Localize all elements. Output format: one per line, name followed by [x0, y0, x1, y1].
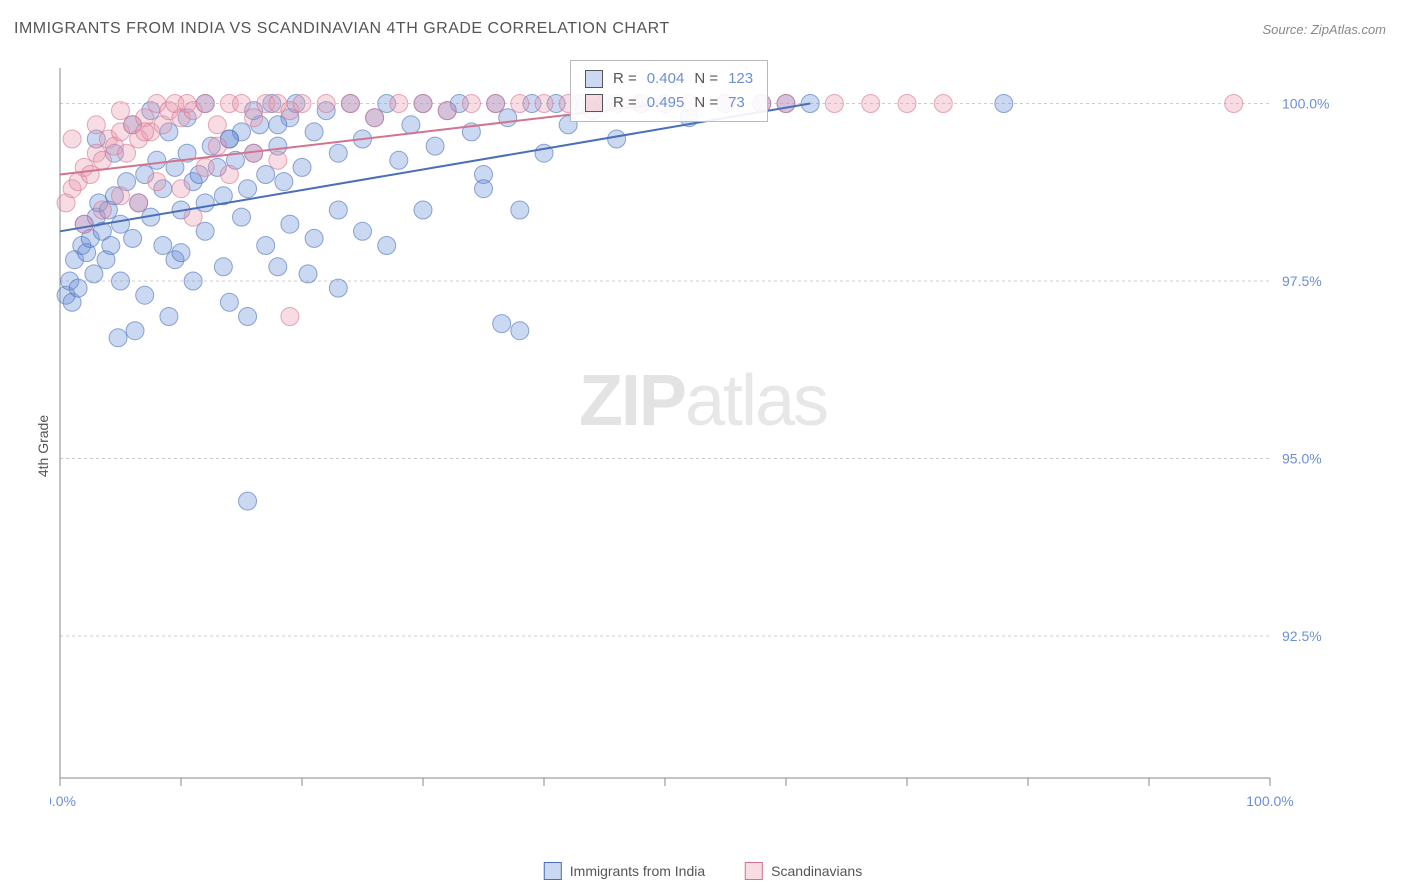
stat-r-value-scandinavian: 0.495 — [647, 91, 685, 115]
legend-label-scandinavian: Scandinavians — [771, 863, 862, 879]
legend-bottom: Immigrants from India Scandinavians — [544, 862, 862, 880]
stat-r-label: R = — [613, 67, 637, 91]
stat-n-label: N = — [694, 67, 718, 91]
source-attribution: Source: ZipAtlas.com — [1262, 22, 1386, 37]
legend-swatch-india — [544, 862, 562, 880]
svg-text:100.0%: 100.0% — [1282, 96, 1329, 112]
svg-text:97.5%: 97.5% — [1282, 273, 1322, 289]
swatch-scandinavian — [585, 94, 603, 112]
legend-swatch-scandinavian — [745, 862, 763, 880]
stats-row-india: R = 0.404 N = 123 — [585, 67, 753, 91]
stat-n-value-scandinavian: 73 — [728, 91, 745, 115]
svg-text:95.0%: 95.0% — [1282, 451, 1322, 467]
plot-area: 92.5% 95.0% 97.5% 100.0% 0.0% 100.0% — [50, 58, 1350, 818]
stat-n-label: N = — [694, 91, 718, 115]
stats-legend: R = 0.404 N = 123 R = 0.495 N = 73 — [570, 60, 768, 122]
svg-text:0.0%: 0.0% — [50, 793, 76, 809]
stat-r-label: R = — [613, 91, 637, 115]
legend-item-india: Immigrants from India — [544, 862, 705, 880]
swatch-india — [585, 70, 603, 88]
stats-row-scandinavian: R = 0.495 N = 73 — [585, 91, 753, 115]
svg-text:100.0%: 100.0% — [1246, 793, 1293, 809]
svg-text:92.5%: 92.5% — [1282, 628, 1322, 644]
stat-n-value-india: 123 — [728, 67, 753, 91]
y-axis-label: 4th Grade — [35, 415, 51, 477]
stat-r-value-india: 0.404 — [647, 67, 685, 91]
scatter-chart: 92.5% 95.0% 97.5% 100.0% 0.0% 100.0% — [50, 58, 1350, 818]
chart-title: IMMIGRANTS FROM INDIA VS SCANDINAVIAN 4T… — [14, 20, 670, 38]
legend-label-india: Immigrants from India — [570, 863, 705, 879]
legend-item-scandinavian: Scandinavians — [745, 862, 862, 880]
